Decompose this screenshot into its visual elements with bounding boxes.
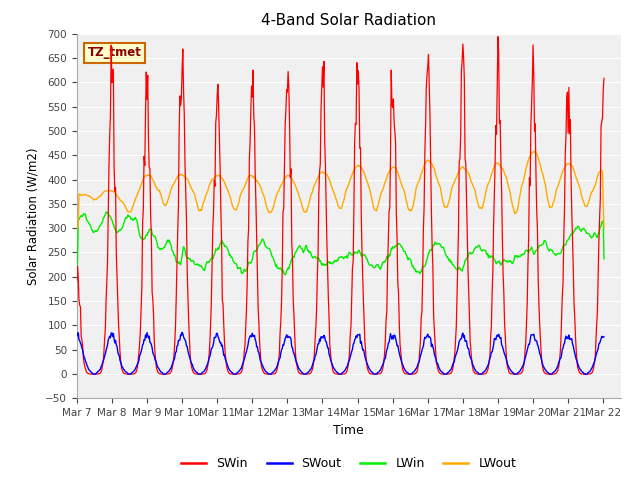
Legend: SWin, SWout, LWin, LWout: SWin, SWout, LWin, LWout: [176, 452, 522, 475]
Title: 4-Band Solar Radiation: 4-Band Solar Radiation: [261, 13, 436, 28]
X-axis label: Time: Time: [333, 424, 364, 437]
Text: TZ_tmet: TZ_tmet: [88, 47, 141, 60]
Y-axis label: Solar Radiation (W/m2): Solar Radiation (W/m2): [27, 147, 40, 285]
